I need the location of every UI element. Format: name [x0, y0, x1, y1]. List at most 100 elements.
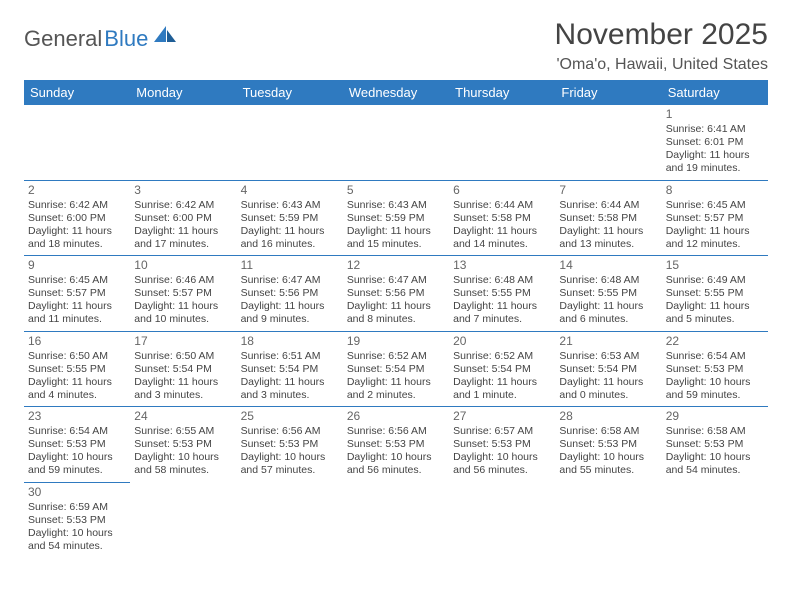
- calendar-week-row: 30Sunrise: 6:59 AMSunset: 5:53 PMDayligh…: [24, 482, 768, 557]
- calendar-day-cell: 5Sunrise: 6:43 AMSunset: 5:59 PMDaylight…: [343, 180, 449, 256]
- sunset-line: Sunset: 5:53 PM: [28, 514, 126, 527]
- sunrise-line: Sunrise: 6:43 AM: [241, 199, 339, 212]
- calendar-empty-cell: [130, 482, 236, 557]
- sunset-line: Sunset: 5:55 PM: [453, 287, 551, 300]
- calendar-week-row: 16Sunrise: 6:50 AMSunset: 5:55 PMDayligh…: [24, 331, 768, 407]
- sunrise-line: Sunrise: 6:52 AM: [347, 350, 445, 363]
- sunrise-line: Sunrise: 6:46 AM: [134, 274, 232, 287]
- calendar-day-cell: 29Sunrise: 6:58 AMSunset: 5:53 PMDayligh…: [662, 407, 768, 483]
- brand-part1: General: [24, 26, 102, 52]
- calendar-day-cell: 19Sunrise: 6:52 AMSunset: 5:54 PMDayligh…: [343, 331, 449, 407]
- daylight-line: Daylight: 11 hours and 16 minutes.: [241, 225, 339, 251]
- sunset-line: Sunset: 6:01 PM: [666, 136, 764, 149]
- day-number: 16: [28, 334, 126, 349]
- sunrise-line: Sunrise: 6:43 AM: [347, 199, 445, 212]
- sunrise-line: Sunrise: 6:44 AM: [453, 199, 551, 212]
- sunrise-line: Sunrise: 6:42 AM: [28, 199, 126, 212]
- sunset-line: Sunset: 5:58 PM: [453, 212, 551, 225]
- calendar-empty-cell: [555, 482, 661, 557]
- calendar-week-row: 1Sunrise: 6:41 AMSunset: 6:01 PMDaylight…: [24, 105, 768, 180]
- daylight-line: Daylight: 11 hours and 14 minutes.: [453, 225, 551, 251]
- day-number: 29: [666, 409, 764, 424]
- daylight-line: Daylight: 11 hours and 4 minutes.: [28, 376, 126, 402]
- calendar-day-cell: 8Sunrise: 6:45 AMSunset: 5:57 PMDaylight…: [662, 180, 768, 256]
- sunset-line: Sunset: 5:56 PM: [241, 287, 339, 300]
- day-number: 24: [134, 409, 232, 424]
- daylight-line: Daylight: 11 hours and 5 minutes.: [666, 300, 764, 326]
- sunrise-line: Sunrise: 6:50 AM: [28, 350, 126, 363]
- daylight-line: Daylight: 11 hours and 11 minutes.: [28, 300, 126, 326]
- sunrise-line: Sunrise: 6:59 AM: [28, 501, 126, 514]
- day-number: 26: [347, 409, 445, 424]
- sunset-line: Sunset: 5:53 PM: [241, 438, 339, 451]
- day-number: 1: [666, 107, 764, 122]
- calendar-empty-cell: [130, 105, 236, 180]
- daylight-line: Daylight: 11 hours and 3 minutes.: [134, 376, 232, 402]
- daylight-line: Daylight: 10 hours and 57 minutes.: [241, 451, 339, 477]
- brand-logo: GeneralBlue: [24, 24, 178, 54]
- daylight-line: Daylight: 10 hours and 58 minutes.: [134, 451, 232, 477]
- daylight-line: Daylight: 11 hours and 8 minutes.: [347, 300, 445, 326]
- calendar-empty-cell: [449, 105, 555, 180]
- weekday-header-cell: Wednesday: [343, 80, 449, 105]
- daylight-line: Daylight: 11 hours and 7 minutes.: [453, 300, 551, 326]
- calendar-day-cell: 12Sunrise: 6:47 AMSunset: 5:56 PMDayligh…: [343, 256, 449, 332]
- sunrise-line: Sunrise: 6:41 AM: [666, 123, 764, 136]
- sunrise-line: Sunrise: 6:51 AM: [241, 350, 339, 363]
- sunrise-line: Sunrise: 6:45 AM: [28, 274, 126, 287]
- sunset-line: Sunset: 5:53 PM: [28, 438, 126, 451]
- calendar-week-row: 23Sunrise: 6:54 AMSunset: 5:53 PMDayligh…: [24, 407, 768, 483]
- calendar-day-cell: 18Sunrise: 6:51 AMSunset: 5:54 PMDayligh…: [237, 331, 343, 407]
- page-title: November 2025: [555, 18, 768, 52]
- sunrise-line: Sunrise: 6:57 AM: [453, 425, 551, 438]
- header-row: GeneralBlue November 2025 'Oma'o, Hawaii…: [24, 18, 768, 74]
- page-subtitle: 'Oma'o, Hawaii, United States: [555, 56, 768, 74]
- calendar-empty-cell: [662, 482, 768, 557]
- calendar-week-row: 9Sunrise: 6:45 AMSunset: 5:57 PMDaylight…: [24, 256, 768, 332]
- brand-part2: Blue: [104, 26, 148, 52]
- calendar-day-cell: 26Sunrise: 6:56 AMSunset: 5:53 PMDayligh…: [343, 407, 449, 483]
- daylight-line: Daylight: 10 hours and 54 minutes.: [666, 451, 764, 477]
- sunset-line: Sunset: 5:54 PM: [241, 363, 339, 376]
- sunset-line: Sunset: 5:57 PM: [666, 212, 764, 225]
- daylight-line: Daylight: 11 hours and 6 minutes.: [559, 300, 657, 326]
- calendar-day-cell: 15Sunrise: 6:49 AMSunset: 5:55 PMDayligh…: [662, 256, 768, 332]
- daylight-line: Daylight: 11 hours and 3 minutes.: [241, 376, 339, 402]
- sunrise-line: Sunrise: 6:42 AM: [134, 199, 232, 212]
- calendar-day-cell: 1Sunrise: 6:41 AMSunset: 6:01 PMDaylight…: [662, 105, 768, 180]
- sunrise-line: Sunrise: 6:44 AM: [559, 199, 657, 212]
- calendar-day-cell: 10Sunrise: 6:46 AMSunset: 5:57 PMDayligh…: [130, 256, 236, 332]
- day-number: 6: [453, 183, 551, 198]
- weekday-header-cell: Tuesday: [237, 80, 343, 105]
- day-number: 17: [134, 334, 232, 349]
- sunrise-line: Sunrise: 6:55 AM: [134, 425, 232, 438]
- calendar-day-cell: 4Sunrise: 6:43 AMSunset: 5:59 PMDaylight…: [237, 180, 343, 256]
- sunrise-line: Sunrise: 6:58 AM: [559, 425, 657, 438]
- daylight-line: Daylight: 10 hours and 59 minutes.: [28, 451, 126, 477]
- weekday-header-cell: Monday: [130, 80, 236, 105]
- daylight-line: Daylight: 10 hours and 56 minutes.: [453, 451, 551, 477]
- sail-icon: [152, 24, 178, 44]
- day-number: 8: [666, 183, 764, 198]
- calendar-day-cell: 16Sunrise: 6:50 AMSunset: 5:55 PMDayligh…: [24, 331, 130, 407]
- weekday-header-cell: Thursday: [449, 80, 555, 105]
- sunset-line: Sunset: 5:59 PM: [347, 212, 445, 225]
- day-number: 15: [666, 258, 764, 273]
- calendar-day-cell: 28Sunrise: 6:58 AMSunset: 5:53 PMDayligh…: [555, 407, 661, 483]
- calendar-empty-cell: [237, 105, 343, 180]
- day-number: 11: [241, 258, 339, 273]
- sunset-line: Sunset: 5:54 PM: [559, 363, 657, 376]
- sunrise-line: Sunrise: 6:52 AM: [453, 350, 551, 363]
- day-number: 14: [559, 258, 657, 273]
- day-number: 27: [453, 409, 551, 424]
- sunrise-line: Sunrise: 6:49 AM: [666, 274, 764, 287]
- calendar-day-cell: 20Sunrise: 6:52 AMSunset: 5:54 PMDayligh…: [449, 331, 555, 407]
- calendar-day-cell: 3Sunrise: 6:42 AMSunset: 6:00 PMDaylight…: [130, 180, 236, 256]
- daylight-line: Daylight: 10 hours and 55 minutes.: [559, 451, 657, 477]
- daylight-line: Daylight: 10 hours and 59 minutes.: [666, 376, 764, 402]
- sunset-line: Sunset: 5:54 PM: [134, 363, 232, 376]
- daylight-line: Daylight: 11 hours and 9 minutes.: [241, 300, 339, 326]
- calendar-day-cell: 22Sunrise: 6:54 AMSunset: 5:53 PMDayligh…: [662, 331, 768, 407]
- weekday-header-cell: Friday: [555, 80, 661, 105]
- sunrise-line: Sunrise: 6:48 AM: [559, 274, 657, 287]
